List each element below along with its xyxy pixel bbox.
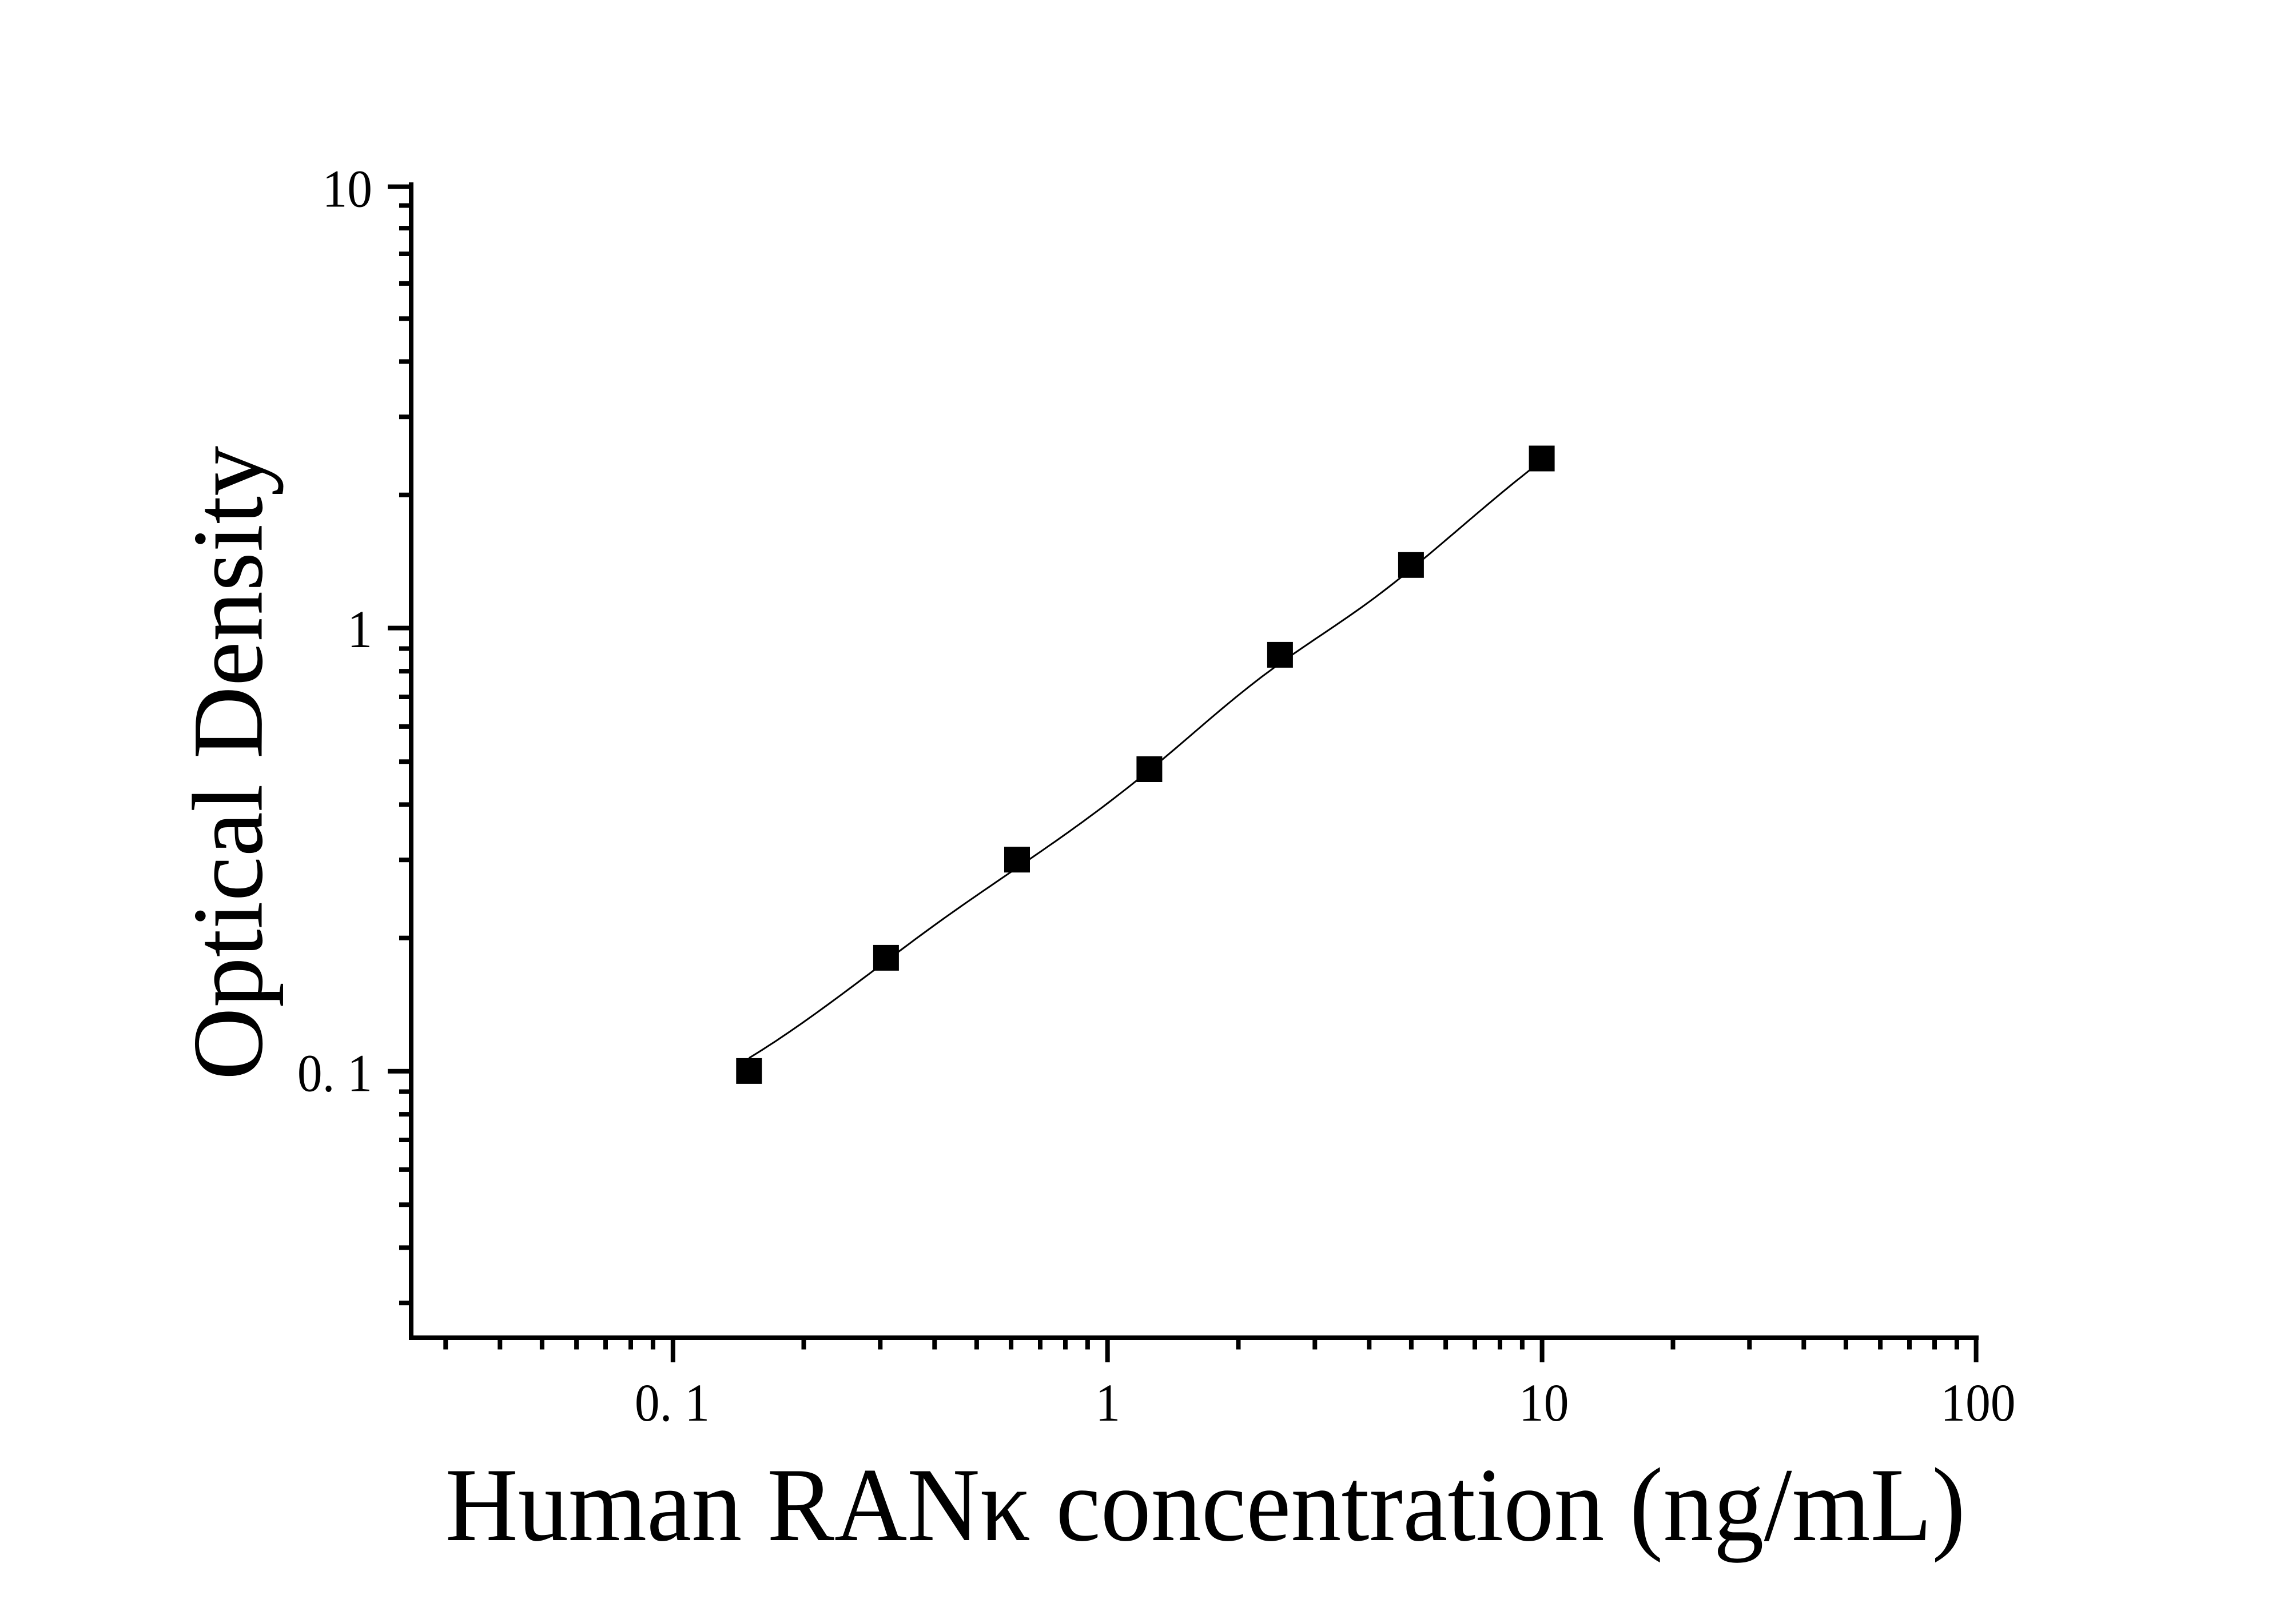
svg-text:1: 1: [347, 600, 372, 659]
svg-text:10: 10: [323, 159, 372, 218]
svg-text:10: 10: [1519, 1374, 1569, 1433]
svg-text:0. 1: 0. 1: [635, 1374, 710, 1433]
svg-text:1: 1: [1095, 1374, 1120, 1433]
svg-text:Human RANκ concentration (ng/m: Human RANκ concentration (ng/mL): [445, 1446, 1965, 1563]
svg-text:Optical Density: Optical Density: [173, 446, 284, 1080]
svg-text:0. 1: 0. 1: [297, 1044, 372, 1103]
svg-text:100: 100: [1940, 1374, 2015, 1433]
